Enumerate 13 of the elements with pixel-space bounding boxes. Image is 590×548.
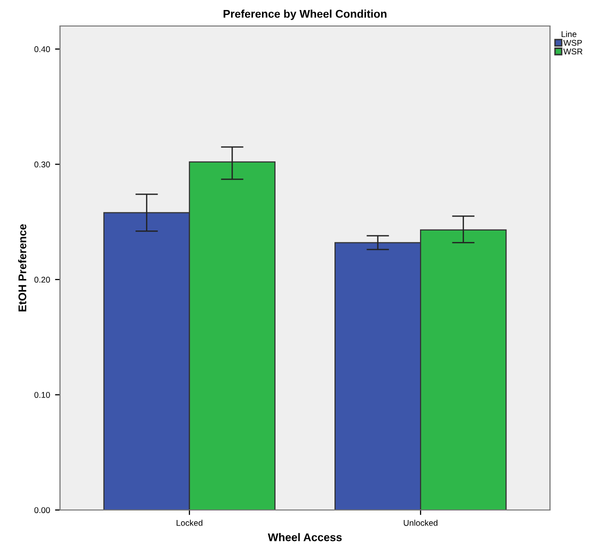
y-tick-label: 0.20 xyxy=(34,276,50,283)
y-tick-label: 0.10 xyxy=(34,392,50,398)
x-tick-label: Unlocked xyxy=(404,520,438,526)
chart-title: Preference by Wheel Condition xyxy=(224,10,386,20)
y-tick-label: 0.00 xyxy=(34,507,50,514)
legend-label: WSP xyxy=(563,40,582,46)
legend-title: Line xyxy=(562,31,576,38)
y-axis-title: EtOH Preference xyxy=(18,224,26,312)
x-tick-label: Locked xyxy=(176,520,202,526)
legend-label: WSR xyxy=(563,48,582,54)
y-tick-label: 0.30 xyxy=(34,161,50,168)
x-axis-title: Wheel Access xyxy=(268,533,342,542)
y-tick-label: 0.40 xyxy=(34,46,50,52)
